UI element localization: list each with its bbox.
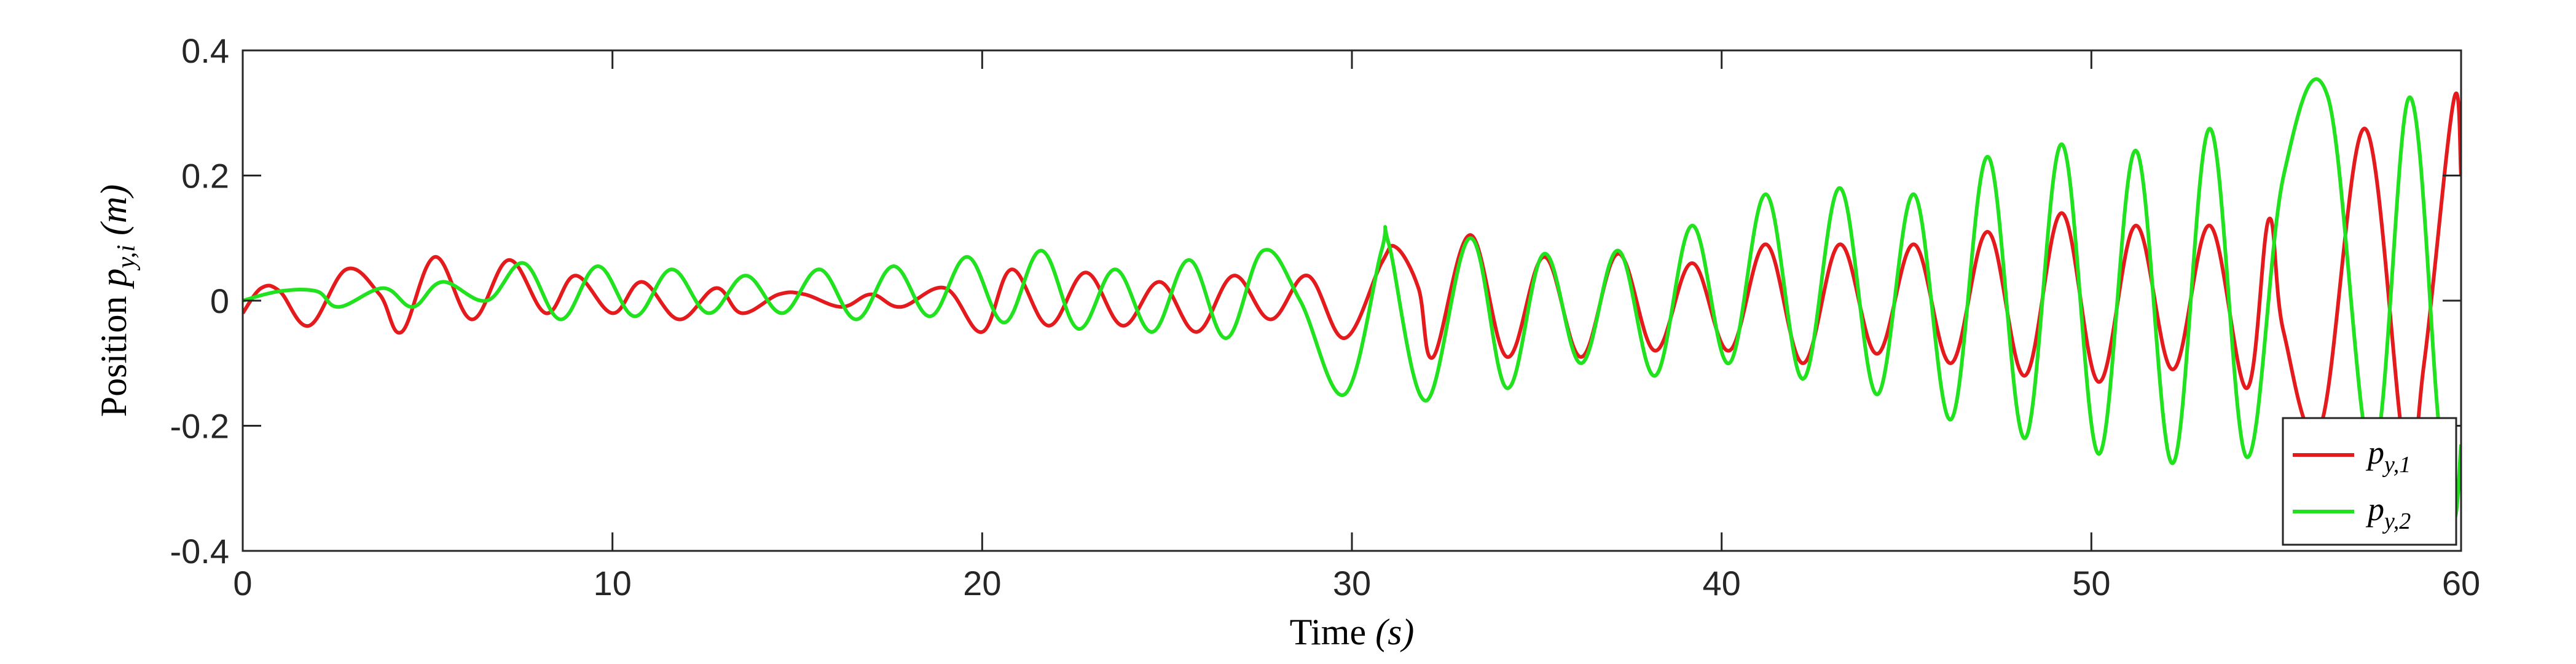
x-tick-label: 40 bbox=[1703, 564, 1741, 603]
x-tick-label: 50 bbox=[2072, 564, 2110, 603]
legend-label-2: py,2 bbox=[2365, 491, 2411, 534]
x-tick-label: 60 bbox=[2442, 564, 2480, 603]
y-tick-label: 0.2 bbox=[181, 157, 229, 196]
y-tick-label: 0.4 bbox=[181, 31, 229, 70]
x-tick-label: 10 bbox=[594, 564, 632, 603]
x-tick-label: 20 bbox=[963, 564, 1001, 603]
y-axis-label: Position py,i (m) bbox=[93, 184, 141, 417]
labels-layer: Time (s) Position py,i (m) bbox=[93, 184, 1414, 652]
legend-label-1: py,1 bbox=[2365, 434, 2411, 478]
x-tick-label: 30 bbox=[1333, 564, 1371, 603]
y-tick-label: -0.2 bbox=[170, 407, 230, 446]
y-tick-label: 0 bbox=[210, 282, 229, 320]
y-tick-label: -0.4 bbox=[170, 532, 230, 571]
series-line-1 bbox=[243, 91, 2461, 472]
x-axis-label: Time (s) bbox=[1290, 612, 1415, 652]
ticks-layer: 0 10 20 30 40 50 60 -0.4 -0.2 0 0.2 0.4 bbox=[170, 31, 2481, 603]
legend: py,1 py,2 bbox=[2282, 417, 2457, 546]
series-line-2 bbox=[243, 77, 2461, 522]
x-tick-label: 0 bbox=[233, 564, 252, 603]
series-layer bbox=[243, 77, 2461, 522]
legend-box bbox=[2282, 417, 2457, 546]
